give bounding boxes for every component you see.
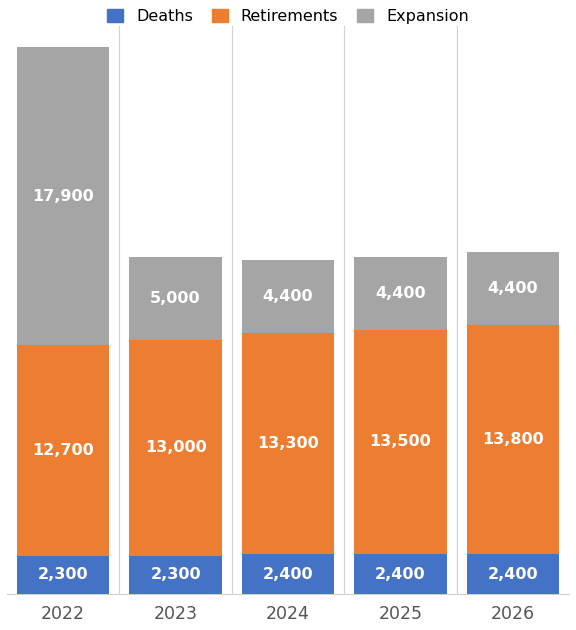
Bar: [467, 325, 559, 554]
Bar: [130, 257, 222, 340]
Bar: [130, 340, 222, 556]
Text: 4,400: 4,400: [487, 281, 538, 296]
Bar: [354, 257, 446, 330]
Bar: [17, 556, 109, 594]
Bar: [467, 252, 559, 325]
Text: 13,800: 13,800: [482, 432, 544, 447]
Text: 4,400: 4,400: [375, 286, 426, 301]
Text: 4,400: 4,400: [263, 289, 313, 304]
Bar: [17, 47, 109, 345]
Bar: [467, 554, 559, 594]
Text: 12,700: 12,700: [32, 443, 94, 458]
Text: 13,500: 13,500: [370, 435, 431, 449]
Legend: Deaths, Retirements, Expansion: Deaths, Retirements, Expansion: [101, 3, 475, 30]
Text: 13,000: 13,000: [145, 440, 206, 455]
Text: 17,900: 17,900: [32, 188, 94, 203]
Bar: [242, 554, 334, 594]
Text: 13,300: 13,300: [257, 436, 319, 451]
Text: 2,400: 2,400: [487, 566, 538, 581]
Text: 2,300: 2,300: [38, 568, 89, 582]
Bar: [17, 345, 109, 556]
Text: 2,400: 2,400: [263, 566, 313, 581]
Bar: [354, 554, 446, 594]
Bar: [130, 556, 222, 594]
Bar: [242, 333, 334, 554]
Text: 2,400: 2,400: [375, 566, 426, 581]
Text: 2,300: 2,300: [150, 568, 201, 582]
Bar: [242, 260, 334, 333]
Bar: [354, 330, 446, 554]
Text: 5,000: 5,000: [150, 291, 201, 306]
